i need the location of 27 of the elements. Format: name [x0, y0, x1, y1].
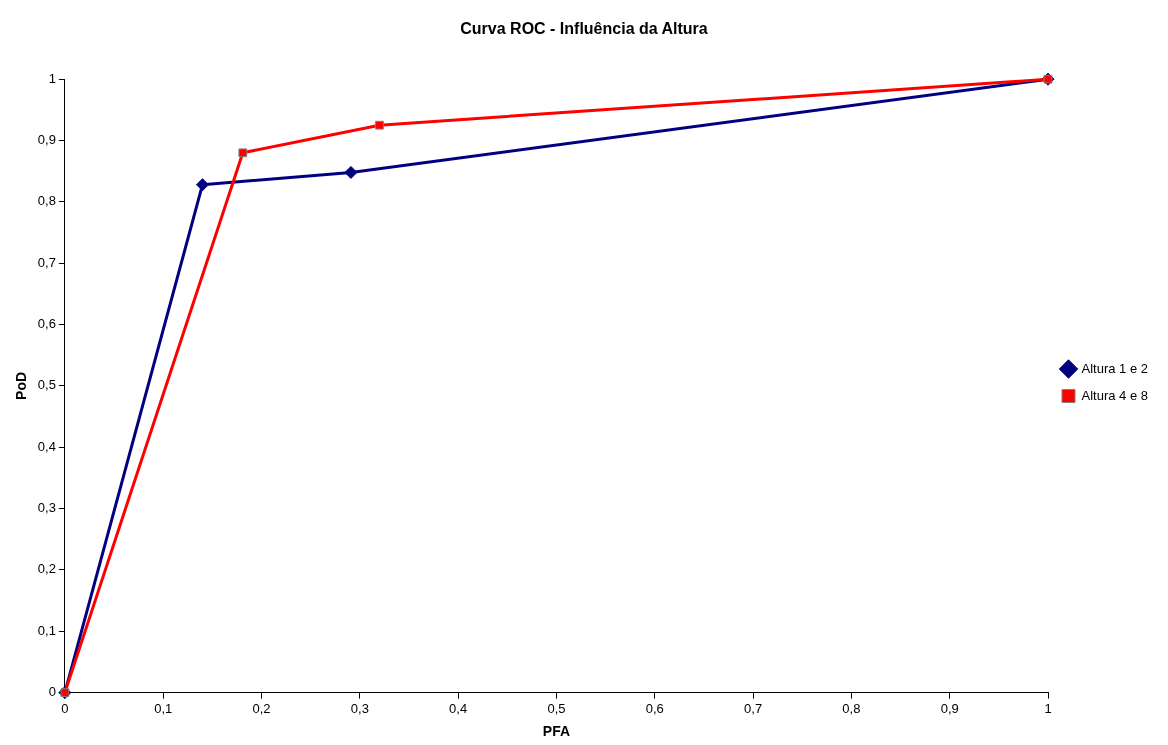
y-tick-label: 0,4 [37, 438, 56, 454]
x-tick-label: 0,4 [449, 700, 468, 716]
x-tick-label: 0,3 [350, 700, 369, 716]
chart-title: Curva ROC - Influência da Altura [460, 20, 708, 38]
x-axis-title: PFA [542, 723, 571, 740]
y-axis-title: PoD [13, 371, 30, 400]
y-tick-label: 0,3 [37, 500, 56, 516]
y-tick-label: 1 [48, 70, 56, 86]
x-tick-label: 0,5 [547, 700, 566, 716]
legend-label: Altura 4 e 8 [1081, 387, 1149, 403]
x-tick-label: 0,9 [940, 700, 959, 716]
y-tick-label: 0,7 [37, 254, 56, 270]
x-tick-label: 0,7 [744, 700, 763, 716]
y-tick-label: 0,9 [37, 132, 56, 148]
x-tick-label: 0,8 [842, 700, 861, 716]
x-tick-label: 0,1 [154, 700, 173, 716]
x-tick-label: 0 [61, 700, 69, 716]
y-tick-label: 0,1 [37, 622, 56, 638]
y-tick-label: 0,8 [37, 193, 56, 209]
legend-label: Altura 1 e 2 [1081, 360, 1149, 376]
y-tick-label: 0,5 [37, 377, 56, 393]
x-tick-label: 0,2 [252, 700, 271, 716]
y-tick-label: 0 [48, 684, 56, 700]
y-tick-label: 0,6 [37, 316, 56, 332]
x-tick-label: 0,6 [645, 700, 664, 716]
y-tick-label: 0,2 [37, 561, 56, 577]
x-tick-label: 1 [1044, 700, 1052, 716]
